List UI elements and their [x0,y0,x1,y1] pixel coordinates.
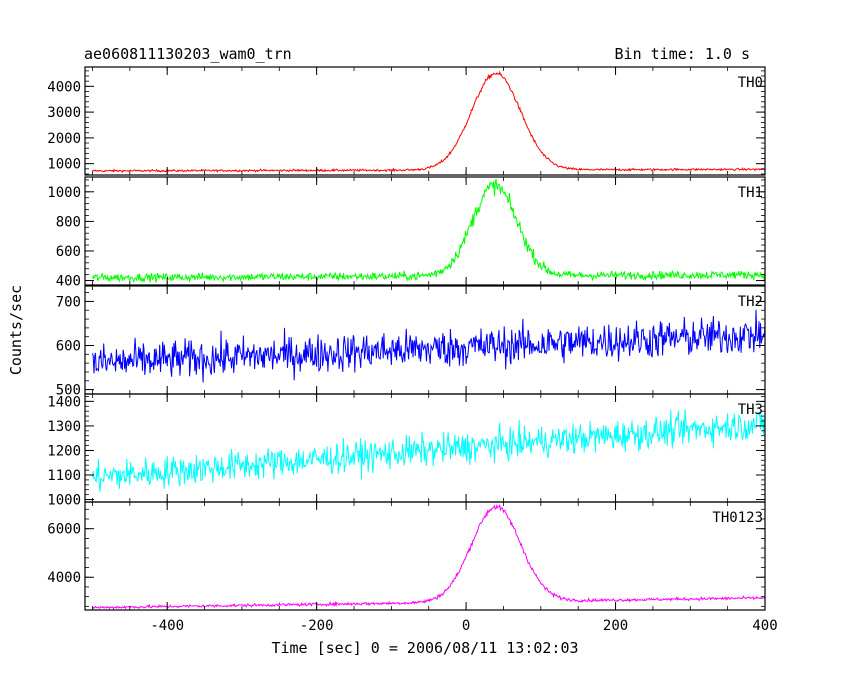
x-tick-label: 0 [462,618,470,634]
y-tick-label: 1000 [47,493,81,509]
x-tick-label: 400 [752,618,777,634]
panel-label-th0123: TH0123 [712,510,763,526]
y-tick-label: 800 [56,214,81,230]
x-tick-label: -200 [300,618,334,634]
y-tick-label: 1000 [47,157,81,173]
y-tick-label: 4000 [47,570,81,586]
x-tick-label: 200 [603,618,628,634]
y-axis-label: Counts/sec [7,284,25,376]
chart-title: ae060811130203_wam0_trn [84,45,292,63]
y-tick-label: 2000 [47,131,81,147]
y-tick-label: 1000 [47,185,81,201]
panel-label-th2: TH2 [738,294,763,310]
y-tick-label: 1200 [47,443,81,459]
series-line-th0123 [92,504,766,610]
y-tick-label: 1300 [47,419,81,435]
y-tick-label: 1400 [47,394,81,410]
y-tick-label: 6000 [47,522,81,538]
panel-label-th3: TH3 [738,402,763,418]
panel-frame-th0123 [84,501,766,611]
series-line-th3 [92,409,766,492]
y-tick-label: 1100 [47,468,81,484]
y-tick-label: 3000 [47,105,81,121]
y-tick-label: 600 [56,339,81,355]
series-line-th2 [92,309,766,383]
panel-frame-th0 [84,66,766,176]
x-tick-label: -400 [150,618,184,634]
panel-frame-th1 [84,176,766,286]
series-line-th1 [92,178,766,283]
panel-label-th0: TH0 [738,75,763,91]
y-tick-label: 400 [56,274,81,290]
bin-time-label: Bin time: 1.0 s [614,45,750,63]
y-tick-label: 4000 [47,79,81,95]
y-tick-label: 700 [56,294,81,310]
y-tick-label: 600 [56,244,81,260]
series-line-th0 [92,70,766,174]
y-tick-label: 500 [56,383,81,399]
panel-label-th1: TH1 [738,185,763,201]
x-axis-label: Time [sec] 0 = 2006/08/11 13:02:03 [271,639,579,657]
